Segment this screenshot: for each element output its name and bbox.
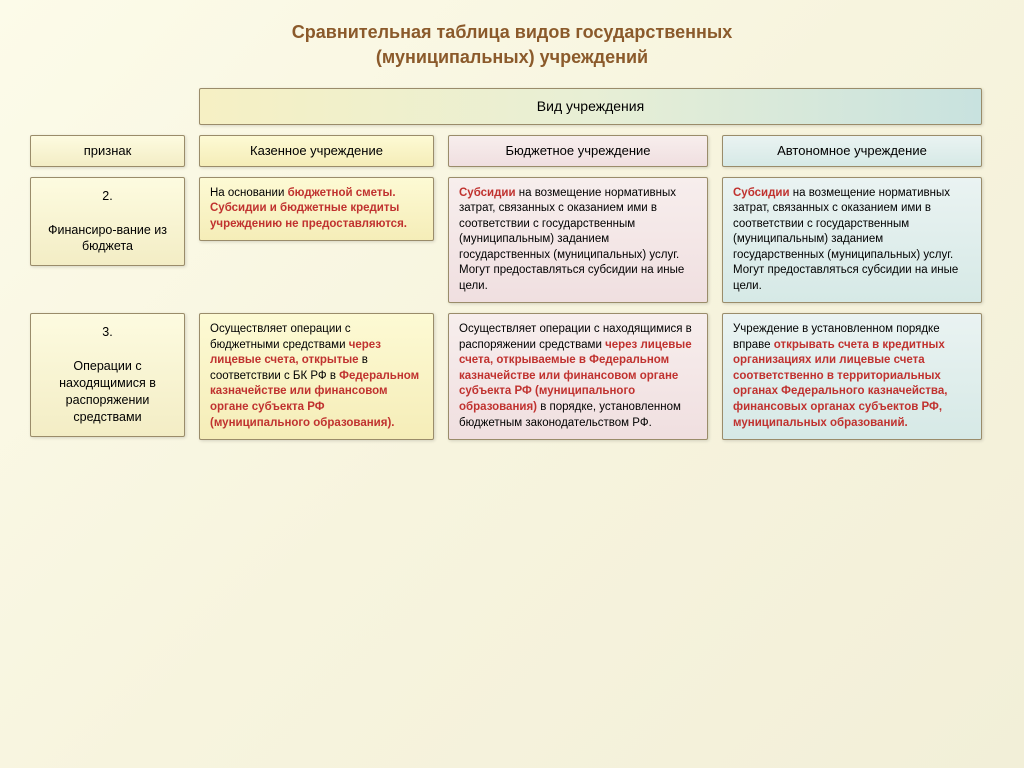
row-label-3: 3. Операции с находящимися в распоряжени… [30, 313, 185, 436]
col-header-avtonomnoe: Автономное учреждение [722, 135, 982, 167]
row-text: Финансиро-вание из бюджета [48, 223, 167, 254]
cell-3-avtonomnoe: Учреждение в установленном порядке вправ… [722, 313, 982, 440]
cell-3-kazennoe: Осуществляет операции с бюджетными средс… [199, 313, 434, 440]
title-line-1: Сравнительная таблица видов государствен… [292, 22, 732, 42]
col-header-kazennoe: Казенное учреждение [199, 135, 434, 167]
cell-2-avtonomnoe: Субсидии на возмещение нормативных затра… [722, 177, 982, 304]
cell-2-budgetnoe: Субсидии на возмещение нормативных затра… [448, 177, 708, 304]
row-text: Операции с находящимися в распоряжении с… [59, 359, 156, 424]
col-header-budgetnoe: Бюджетное учреждение [448, 135, 708, 167]
comparison-table: Вид учреждения признак Казенное учрежден… [30, 88, 994, 440]
page-title: Сравнительная таблица видов государствен… [30, 20, 994, 70]
title-line-2: (муниципальных) учреждений [376, 47, 648, 67]
row-label-2: 2. Финансиро-вание из бюджета [30, 177, 185, 267]
row-num: 3. [102, 325, 112, 339]
header-institution-type: Вид учреждения [199, 88, 982, 125]
cell-2-kazennoe: На основании бюджетной сметы. Субсидии и… [199, 177, 434, 242]
cell-3-budgetnoe: Осуществляет операции с находящимися в р… [448, 313, 708, 440]
col-header-attribute: признак [30, 135, 185, 167]
row-num: 2. [102, 189, 112, 203]
